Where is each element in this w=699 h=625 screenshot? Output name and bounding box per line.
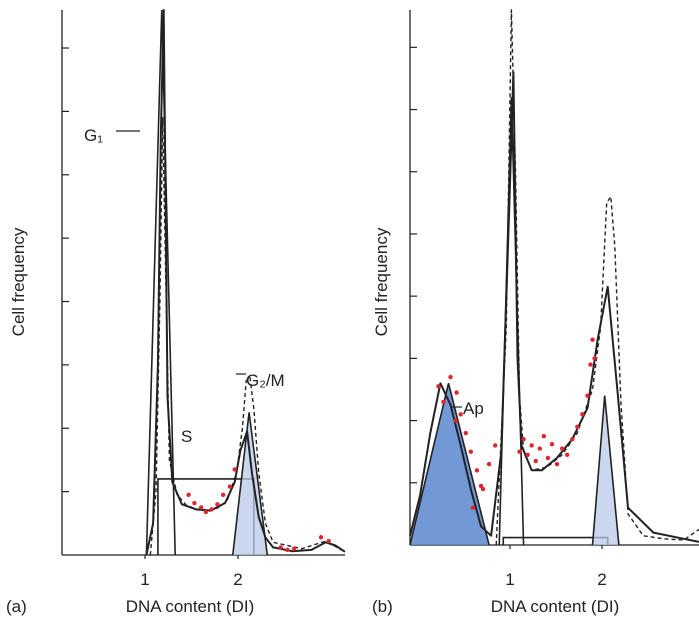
data-dot [521,437,526,442]
y-axis-label-b: Cell frequency [372,227,391,336]
y-ticks-a [62,47,69,493]
data-dot [436,384,441,389]
data-dot [318,535,324,540]
data-dot [441,399,446,405]
data-dot [478,483,484,489]
data-dot [564,452,570,457]
data-dot [486,461,492,467]
data-dot [468,449,474,454]
panel-label-a: (a) [6,597,27,616]
data-dot [590,337,595,342]
dots-b [436,337,597,510]
data-dot [470,505,476,510]
data-dot [227,484,233,489]
dots-a [186,467,331,553]
data-dot [203,509,209,515]
data-dot [198,505,204,510]
data-dot [545,455,551,461]
data-dot [454,390,459,395]
x-tick-label: 2 [597,570,606,589]
data-dot [537,446,542,451]
data-dot [285,547,290,553]
y-ticks-b [410,46,417,484]
component-g1 [145,9,176,556]
panel-label-b: (b) [372,597,393,616]
data-dot [525,452,530,457]
data-dot [186,492,191,497]
x-tick-label: 1 [505,570,514,589]
data-dot [554,461,560,467]
data-dot [580,412,585,417]
components-b [409,97,620,546]
data-dot [592,356,597,361]
data-dot [474,468,480,473]
data-dot [453,418,458,423]
data-dot [533,458,538,464]
data-dot [549,442,555,447]
annotation-ap: Ap [463,399,484,418]
component-g2m [591,395,620,546]
x-axis-label-a: DNA content (DI) [126,597,255,616]
data-dot [215,502,220,507]
data-dot [209,507,214,512]
y-axis-label-a: Cell frequency [9,227,28,336]
data-dot [448,374,453,380]
data-dot [575,424,580,430]
data-dot [480,486,486,492]
data-dot [570,437,575,442]
x-axis-label-b: DNA content (DI) [491,597,620,616]
data-dot [463,430,468,436]
data-dot [220,492,226,497]
data-dot [291,546,297,551]
curves-a [145,9,346,556]
component-g2m [231,412,269,556]
annotation-s: S [181,427,192,446]
data-dot [529,443,534,448]
x-tick-label: 1 [140,570,149,589]
series-solid [145,9,346,556]
annotation-g2m: G₂/M [246,371,285,390]
data-dot [458,412,463,417]
data-dot [492,443,498,448]
data-dot [326,538,331,544]
data-dot [559,446,565,451]
series-dashed [495,9,699,546]
data-dot [517,449,522,454]
data-dot [541,433,547,439]
series-dashed [149,116,346,556]
component-ap [409,383,490,546]
annotation-g1: G₁ [84,126,103,145]
curves-b [409,9,699,546]
data-dot [232,467,237,472]
data-dot [588,362,593,367]
data-dot [585,393,590,398]
data-dot [192,500,197,506]
x-tick-label: 2 [233,570,242,589]
data-dot [278,545,283,550]
